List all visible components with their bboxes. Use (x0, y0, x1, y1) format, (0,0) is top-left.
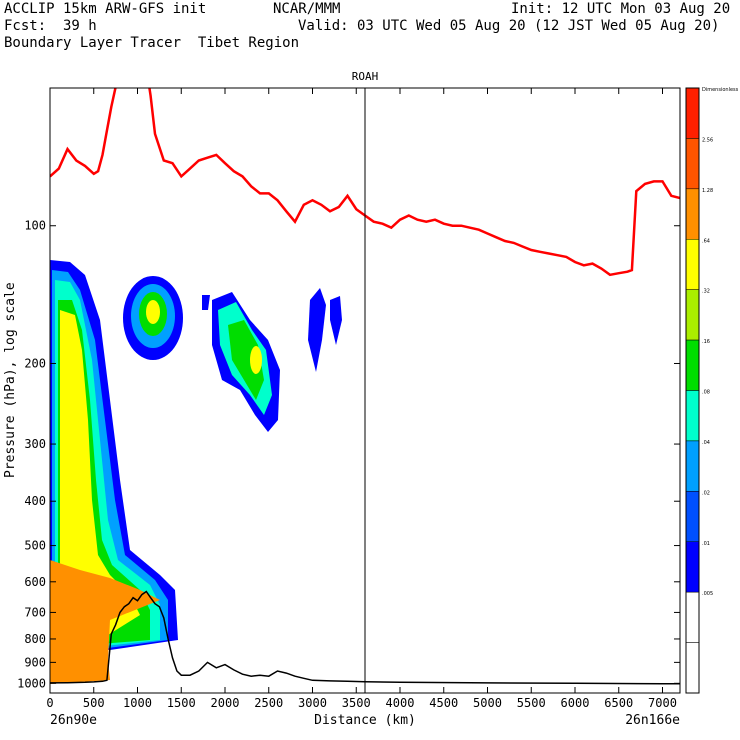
tracer-plume-orange (50, 560, 160, 620)
field-title: Boundary Layer Tracer Tibet Region (4, 35, 300, 51)
x-start-label: 26n90e (50, 713, 97, 728)
tracer-fill-layer (50, 260, 342, 684)
colorbar-swatch (685, 339, 700, 391)
y-tick-label: 300 (24, 437, 46, 451)
y-axis-title: Pressure (hPa), log scale (3, 282, 18, 478)
x-axis-title: Distance (km) (314, 713, 416, 728)
tropopause-line (50, 88, 680, 277)
colorbar-swatch (685, 239, 700, 290)
colorbar-frame (685, 87, 700, 694)
x-tick-label: 6500 (604, 696, 633, 710)
tracer-blob-yellow (146, 300, 160, 324)
colorbar-label: .04 (702, 440, 710, 446)
valid-time: Valid: 03 UTC Wed 05 Aug 20 (12 JST Wed … (298, 18, 720, 34)
colorbar-swatch (685, 491, 700, 543)
chart-title: ROAH (352, 70, 379, 83)
colorbar-swatch (685, 390, 700, 442)
y-tick-label: 1000 (17, 676, 46, 690)
colorbar-swatch (685, 289, 700, 341)
colorbar-swatch (685, 541, 700, 593)
y-tick-label: 900 (24, 655, 46, 669)
y-tick-label: 700 (24, 605, 46, 619)
init-time: Init: 12 UTC Mon 03 Aug 20 (511, 1, 731, 17)
fcst-label: Fcst: (4, 18, 47, 34)
colorbar-label: Dimensionless (702, 87, 739, 93)
colorbar-label: .16 (702, 339, 710, 345)
x-tick-label: 1500 (167, 696, 196, 710)
tracer-streak2 (330, 296, 342, 345)
y-tick-label: 600 (24, 575, 46, 589)
y-tick-label: 200 (24, 356, 46, 370)
colorbar: Dimensionless 2.56 1.28 .64 .32 .16 .08 .04 .02.… (685, 87, 739, 694)
colorbar-swatch (685, 440, 700, 492)
colorbar-label: .08 (702, 390, 710, 396)
x-tick-label: 4500 (429, 696, 458, 710)
x-tick-label: 6000 (561, 696, 590, 710)
x-tick-label: 3500 (342, 696, 371, 710)
fcst-value: 39 h (63, 18, 97, 34)
colorbar-swatch (685, 188, 700, 240)
x-tick-label: 5500 (517, 696, 546, 710)
colorbar-label: 1.28 (702, 188, 713, 194)
x-tick-label: 500 (83, 696, 105, 710)
tracer-blob2-green (228, 320, 264, 400)
tracer-blob2-yellow (250, 346, 262, 374)
x-tick-label: 0 (46, 696, 53, 710)
colorbar-label: 2.56 (702, 137, 713, 143)
y-tick-label: 500 (24, 539, 46, 553)
org-label: NCAR/MMM (273, 1, 341, 17)
x-tick-label: 2000 (211, 696, 240, 710)
model-title: ACCLIP 15km ARW-GFS init (4, 1, 207, 17)
colorbar-swatch (685, 591, 700, 643)
x-tick-label: 5000 (473, 696, 502, 710)
x-tick-label: 4000 (386, 696, 415, 710)
y-tick-label: 400 (24, 494, 46, 508)
tracer-surface-orange (50, 620, 110, 684)
colorbar-label: .32 (702, 289, 710, 295)
colorbar-swatch (685, 642, 700, 694)
x-tick-label: 3000 (298, 696, 327, 710)
colorbar-label: .64 (702, 238, 710, 244)
tracer-plume-yellow (60, 310, 140, 640)
x-end-label: 26n166e (625, 713, 680, 728)
y-tick-label: 800 (24, 632, 46, 646)
colorbar-label: .02 (702, 490, 710, 496)
colorbar-label: .005 (702, 591, 713, 597)
x-tick-label: 1000 (123, 696, 152, 710)
colorbar-swatch (685, 87, 700, 139)
y-tick-label: 100 (24, 219, 46, 233)
tracer-streak3 (202, 295, 210, 310)
x-tick-label: 2500 (254, 696, 283, 710)
tracer-streak1 (308, 288, 326, 372)
colorbar-swatch (685, 138, 700, 190)
terrain-line (50, 590, 680, 685)
y-axis: 100 200 300 400 500 600 700 800 900 1000 (17, 219, 680, 690)
colorbar-label: .01 (702, 541, 710, 547)
x-axis: 0 500 1000 1500 2000 2500 3000 3500 4000 4500 5000… (46, 88, 677, 710)
x-tick-label: 7000 (648, 696, 677, 710)
plot-frame (49, 87, 681, 694)
